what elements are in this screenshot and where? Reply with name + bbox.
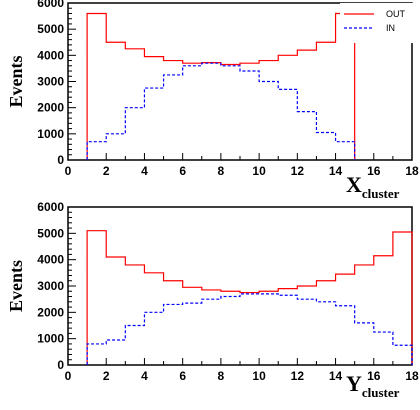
x-axis-title-main-bottom: Y — [346, 371, 362, 396]
x-tick-label: 4 — [141, 164, 148, 178]
panel-bottom-histogram: 0 2 4 6 8 10 12 14 16 18 0 1000 2000 3000 4000 5000 6000… — [6, 200, 419, 400]
y-tick-label: 0 — [57, 358, 64, 372]
panel-top-histogram: 0 2 4 6 8 10 12 14 16 18 0 1000 2000 3000 4000 5000 6000… — [6, 0, 419, 201]
x-tick-label: 0 — [65, 369, 72, 383]
x-tick-label: 8 — [218, 164, 225, 178]
legend-label-in: IN — [386, 23, 395, 33]
x-tick-label: 8 — [218, 369, 225, 383]
x-axis-title-bottom: Ycluster — [346, 371, 400, 400]
y-tick-label: 3000 — [37, 75, 64, 89]
x-tick-label: 12 — [291, 164, 305, 178]
y-tick-label: 2000 — [37, 305, 64, 319]
y-tick-label: 1000 — [37, 332, 64, 346]
x-axis-title-top: Xcluster — [346, 172, 400, 201]
x-axis-title-subscript-bottom: cluster — [362, 385, 400, 400]
y-axis-title-bottom: Events — [6, 260, 26, 312]
series-lines-bottom — [86, 230, 413, 365]
series-out-step — [86, 230, 413, 365]
y-tick-label: 3000 — [37, 279, 64, 293]
series-out-step — [86, 12, 356, 160]
x-tick-label: 2 — [103, 164, 110, 178]
x-tick-label: 16 — [367, 369, 381, 383]
x-tick-label: 10 — [252, 369, 266, 383]
y-tick-label: 1000 — [37, 127, 64, 141]
x-tick-label: 14 — [329, 369, 343, 383]
legend-label-out: OUT — [386, 9, 406, 19]
axis-ticks-bottom: 0 2 4 6 8 10 12 14 16 18 0 1000 2000 3000 4000 5000 6000 — [37, 200, 419, 383]
series-in-step — [86, 62, 356, 160]
x-tick-label: 14 — [329, 164, 343, 178]
x-axis-title-subscript-top: cluster — [362, 186, 400, 201]
x-tick-label: 16 — [367, 164, 381, 178]
x-tick-label: 6 — [179, 164, 186, 178]
x-tick-label: 0 — [65, 164, 72, 178]
legend: OUT IN — [340, 3, 418, 43]
y-tick-label: 6000 — [37, 200, 64, 214]
x-tick-label: 18 — [405, 164, 419, 178]
x-tick-label: 12 — [291, 369, 305, 383]
x-tick-label: 10 — [252, 164, 266, 178]
x-tick-label: 2 — [103, 369, 110, 383]
x-tick-label: 6 — [179, 369, 186, 383]
series-in-step — [86, 293, 413, 365]
legend-box — [340, 3, 418, 43]
x-tick-label: 18 — [405, 369, 419, 383]
y-tick-label: 4000 — [37, 253, 64, 267]
x-tick-label: 4 — [141, 369, 148, 383]
y-tick-label: 5000 — [37, 22, 64, 36]
y-tick-label: 5000 — [37, 226, 64, 240]
series-lines-top — [86, 12, 356, 160]
y-tick-label: 0 — [57, 153, 64, 167]
y-tick-label: 4000 — [37, 48, 64, 62]
y-tick-label: 6000 — [37, 0, 64, 10]
y-tick-label: 2000 — [37, 101, 64, 115]
axis-ticks-top: 0 2 4 6 8 10 12 14 16 18 0 1000 2000 3000 4000 5000 6000 — [37, 0, 419, 178]
y-axis-title-top: Events — [6, 55, 26, 107]
x-axis-title-main-top: X — [346, 172, 362, 197]
plot-frame-bottom — [67, 206, 413, 366]
